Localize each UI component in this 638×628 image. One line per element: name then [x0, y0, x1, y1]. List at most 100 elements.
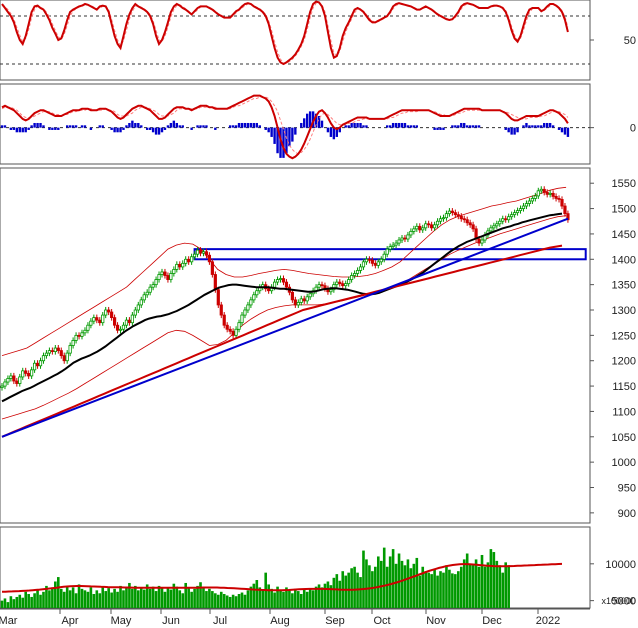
- candle-body: [219, 304, 223, 316]
- candle-body: [507, 216, 511, 221]
- candle-body: [444, 213, 449, 219]
- volume-bar: [24, 591, 28, 608]
- candle-body: [376, 261, 380, 266]
- candle-body: [284, 281, 289, 288]
- candle-body: [56, 347, 60, 351]
- volume-bar: [267, 584, 270, 608]
- candle-body: [136, 304, 140, 311]
- volume-bar: [445, 565, 448, 608]
- price-tick-label-7: 1250: [612, 330, 636, 342]
- candle-body: [166, 275, 170, 280]
- candle-body: [471, 224, 475, 230]
- volume-bar: [42, 591, 45, 608]
- candle-body: [267, 288, 271, 292]
- candle-body: [210, 261, 214, 275]
- candle-body: [554, 195, 558, 199]
- volume-bar: [474, 559, 478, 608]
- candle-body: [332, 284, 336, 291]
- candle-body: [160, 271, 164, 275]
- volume-bar: [184, 582, 188, 608]
- volume-bar: [418, 575, 422, 608]
- volume-bar: [77, 584, 81, 608]
- candle-body: [341, 283, 345, 287]
- volume-bar: [148, 588, 152, 608]
- candle-body: [477, 238, 481, 244]
- candle-body: [344, 283, 348, 287]
- volume-bar: [362, 550, 365, 608]
- candle-body: [542, 188, 546, 193]
- volume-bar: [501, 572, 505, 608]
- candle-body: [320, 284, 324, 287]
- volume-bar: [258, 587, 262, 608]
- candle-body: [53, 347, 57, 352]
- volume-bar: [427, 572, 430, 608]
- volume-bar: [166, 587, 170, 608]
- volume-bar: [125, 587, 128, 608]
- candle-body: [409, 230, 413, 236]
- candle-body: [86, 324, 90, 331]
- x-axis: Mar Apr May Jun Jul Aug Sep Oct Nov Dec 2022: [0, 608, 590, 627]
- candle-body: [6, 378, 10, 383]
- stochastic-frame: [0, 0, 591, 81]
- candle-body: [551, 192, 555, 197]
- candle-body: [427, 223, 431, 226]
- candle-body: [512, 212, 517, 216]
- candle-body: [329, 289, 333, 293]
- candle-body: [317, 284, 321, 288]
- volume-bar: [193, 588, 196, 608]
- candle-body: [181, 262, 185, 268]
- price-tick-label-4: 1100: [612, 406, 636, 418]
- volume-bar: [371, 571, 374, 608]
- volume-bar: [136, 590, 140, 608]
- candle-body: [110, 311, 114, 319]
- candle-body: [521, 205, 526, 209]
- x-tick-label-9: Dec: [482, 615, 502, 627]
- volume-bar: [507, 565, 510, 608]
- volume-bar: [439, 571, 442, 608]
- volume-bar: [465, 553, 469, 608]
- price-tick-label-1: 950: [618, 483, 636, 495]
- candle-body: [296, 301, 300, 306]
- x-tick-label-1: Apr: [61, 615, 78, 627]
- candle-body: [275, 279, 280, 283]
- volume-bar: [172, 583, 176, 608]
- macd-tick-label-0: 0: [630, 123, 636, 135]
- volume-bar: [74, 593, 78, 608]
- candle-body: [456, 214, 460, 217]
- candle-body: [278, 278, 283, 280]
- stochastic-tick-label-0: 50: [624, 35, 636, 47]
- price-trendline: [1, 217, 569, 438]
- volume-bar: [134, 585, 137, 608]
- volume-bar: [101, 586, 105, 608]
- volume-bar: [495, 560, 499, 608]
- candle-body: [107, 309, 111, 313]
- candle-body: [121, 324, 126, 330]
- volume-bar: [237, 594, 241, 608]
- candle-body: [27, 372, 31, 377]
- candle-body: [252, 294, 256, 301]
- volume-bar: [273, 592, 276, 608]
- candle-body: [299, 298, 303, 303]
- volume-bar: [311, 590, 315, 608]
- candle-body: [47, 350, 52, 354]
- candle-body: [207, 254, 212, 263]
- volume-bar: [116, 591, 119, 608]
- volume-bar: [436, 575, 439, 608]
- volume-bar: [0, 600, 4, 608]
- candle-body: [424, 223, 428, 229]
- candle-body: [74, 334, 78, 341]
- stochastic-series-1: [1, 0, 569, 66]
- volume-bar: [294, 588, 297, 608]
- volume-bar: [234, 596, 238, 608]
- candle-body: [498, 220, 502, 225]
- candle-body: [459, 215, 463, 220]
- candle-body: [24, 370, 28, 374]
- volume-bar: [335, 574, 339, 608]
- price-tick-label-3: 1050: [612, 432, 636, 444]
- candle-body: [95, 317, 99, 321]
- candle-body: [89, 320, 93, 326]
- candle-body: [308, 293, 312, 298]
- candle-body: [237, 322, 241, 330]
- candle-body: [195, 249, 200, 255]
- candle-body: [415, 225, 419, 230]
